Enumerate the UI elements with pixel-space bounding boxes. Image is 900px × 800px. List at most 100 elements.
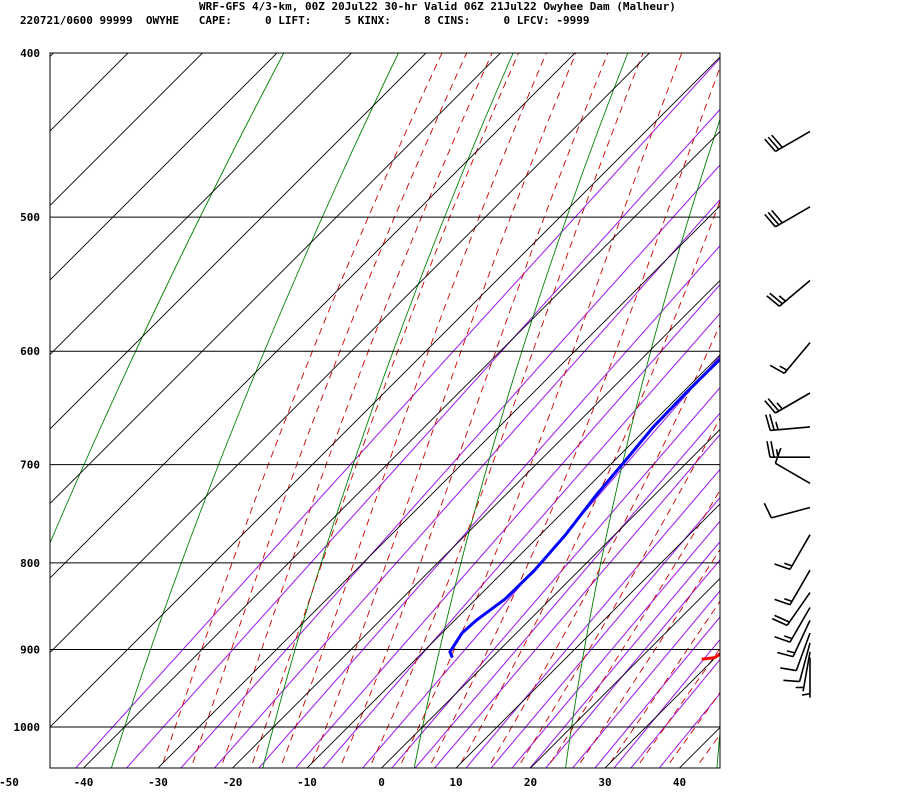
x-tick-label: 0	[378, 776, 385, 789]
y-tick-label: 500	[20, 211, 40, 224]
mixing-ratio-line	[545, 559, 720, 768]
moist-adiabat-line	[699, 733, 720, 764]
moist-adiabat-line	[550, 489, 720, 764]
wind-barb	[764, 130, 811, 153]
moist-adiabat-line	[520, 417, 720, 764]
mixing-ratio-line	[511, 520, 720, 768]
dry-adiabat-line	[868, 48, 900, 772]
isotherm-line	[231, 279, 720, 768]
x-tick-label: -30	[148, 776, 168, 789]
wind-barb	[771, 592, 811, 627]
mixing-ratio-line	[414, 412, 720, 768]
dry-adiabat-line	[413, 53, 629, 768]
moist-adiabat-line	[371, 53, 644, 764]
mixing-ratio-line	[613, 638, 720, 768]
wind-barb	[783, 642, 811, 683]
mixing-ratio-line	[361, 355, 720, 768]
moist-adiabat-line	[192, 53, 468, 764]
moist-adiabat-line	[252, 53, 519, 764]
x-tick-label: 20	[524, 776, 537, 789]
x-tick-label: -20	[223, 776, 243, 789]
x-tick-label: 30	[598, 776, 611, 789]
wind-barb	[763, 502, 811, 519]
wind-barb	[766, 441, 810, 459]
moist-adiabat-line	[281, 53, 547, 764]
mixing-ratio-line	[571, 590, 720, 768]
mixing-ratio-line	[75, 57, 720, 768]
moist-adiabat-line	[460, 199, 720, 764]
moist-adiabat-line	[490, 323, 720, 764]
x-axis-ticks: -50 -40 -30 -20 -10 0 10 20 30 40	[0, 776, 686, 789]
wind-barb	[774, 447, 811, 484]
y-axis-ticks: 400 500 600 700 800 900 1000	[14, 47, 41, 734]
sounding-parameters: 220721/0600 99999 OWYHE CAPE: 0 LIFT: 5 …	[20, 14, 590, 27]
isotherm-line	[529, 577, 720, 768]
x-tick-label: -10	[297, 776, 317, 789]
mixing-ratio-line	[391, 386, 720, 768]
moist-adiabat-line	[729, 0, 900, 763]
moist-adiabat-line	[639, 647, 720, 764]
isotherm-line	[50, 53, 204, 207]
y-tick-label: 400	[20, 47, 40, 60]
y-tick-label: 900	[20, 644, 40, 657]
temperature-profile	[701, 652, 720, 661]
wind-barb	[764, 392, 811, 414]
isotherm-line	[50, 53, 502, 505]
mixing-ratio-line	[295, 283, 720, 768]
dry-adiabat-line	[716, 727, 720, 768]
wind-barb	[765, 414, 811, 432]
y-tick-label: 700	[20, 459, 40, 472]
y-tick-label: 600	[20, 345, 40, 358]
moist-adiabat-line	[311, 53, 577, 764]
isotherm-line	[604, 652, 720, 768]
reference-lines	[50, 0, 900, 772]
y-tick-label: 800	[20, 557, 40, 570]
sounding-profiles	[448, 357, 720, 661]
moist-adiabat-line	[669, 691, 720, 764]
wind-barb	[795, 651, 811, 692]
isotherm-line	[50, 53, 576, 579]
isotherm-line	[455, 503, 720, 768]
mixing-ratio-line	[594, 616, 720, 768]
isotherm-line	[306, 354, 720, 768]
dry-adiabat-line	[262, 53, 514, 768]
x-tick-label: 10	[449, 776, 462, 789]
moist-adiabat-line	[609, 600, 720, 764]
mixing-ratio-line	[180, 164, 720, 768]
wind-barb	[769, 342, 811, 374]
mixing-ratio-line	[258, 245, 720, 768]
mixing-ratio-line	[465, 468, 720, 768]
mixing-ratio-line	[433, 433, 720, 768]
mixing-ratio-line	[490, 496, 720, 768]
wind-barb	[801, 657, 811, 698]
isotherm-line	[50, 53, 55, 58]
x-tick-label: -40	[74, 776, 94, 789]
isotherm-line	[50, 53, 278, 281]
moist-adiabat-line	[341, 53, 609, 764]
dry-adiabat-line	[50, 53, 285, 544]
wind-barb	[774, 534, 811, 571]
isotherm-line	[82, 130, 720, 768]
wind-barbs	[763, 130, 811, 698]
isotherm-line	[380, 428, 720, 768]
dewpoint-profile	[448, 357, 720, 659]
isotherm-line	[50, 53, 129, 132]
x-tick-label: 40	[673, 776, 686, 789]
isotherm-line	[50, 53, 353, 356]
moist-adiabat-line	[222, 53, 493, 764]
wind-barb	[774, 569, 811, 606]
wind-barb	[777, 619, 811, 658]
wind-barb	[764, 206, 811, 228]
isotherm-line	[157, 205, 720, 768]
y-tick-label: 1000	[14, 721, 41, 734]
dry-adiabat-line	[565, 117, 720, 768]
wind-barb	[774, 607, 811, 643]
mixing-ratio-line	[529, 540, 720, 768]
chart-title: WRF-GFS 4/3-km, 00Z 20Jul22 30-hr Valid …	[199, 0, 676, 13]
mixing-ratio-line	[213, 198, 720, 768]
moist-adiabat-line	[579, 548, 720, 764]
x-tick-label: -50	[0, 776, 19, 789]
dry-adiabat-line	[110, 53, 399, 768]
wind-barb	[766, 279, 811, 307]
